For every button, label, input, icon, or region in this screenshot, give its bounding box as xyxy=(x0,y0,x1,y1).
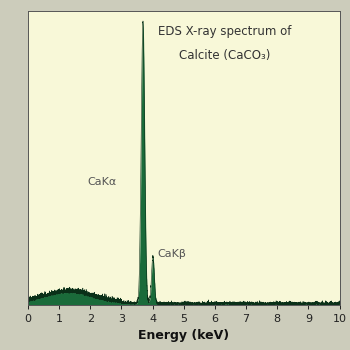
Text: Calcite (CaCO₃): Calcite (CaCO₃) xyxy=(178,49,270,62)
Text: CaKβ: CaKβ xyxy=(157,249,186,259)
Text: EDS X-ray spectrum of: EDS X-ray spectrum of xyxy=(158,25,291,38)
Text: CaKα: CaKα xyxy=(88,177,117,187)
X-axis label: Energy (keV): Energy (keV) xyxy=(138,329,229,342)
